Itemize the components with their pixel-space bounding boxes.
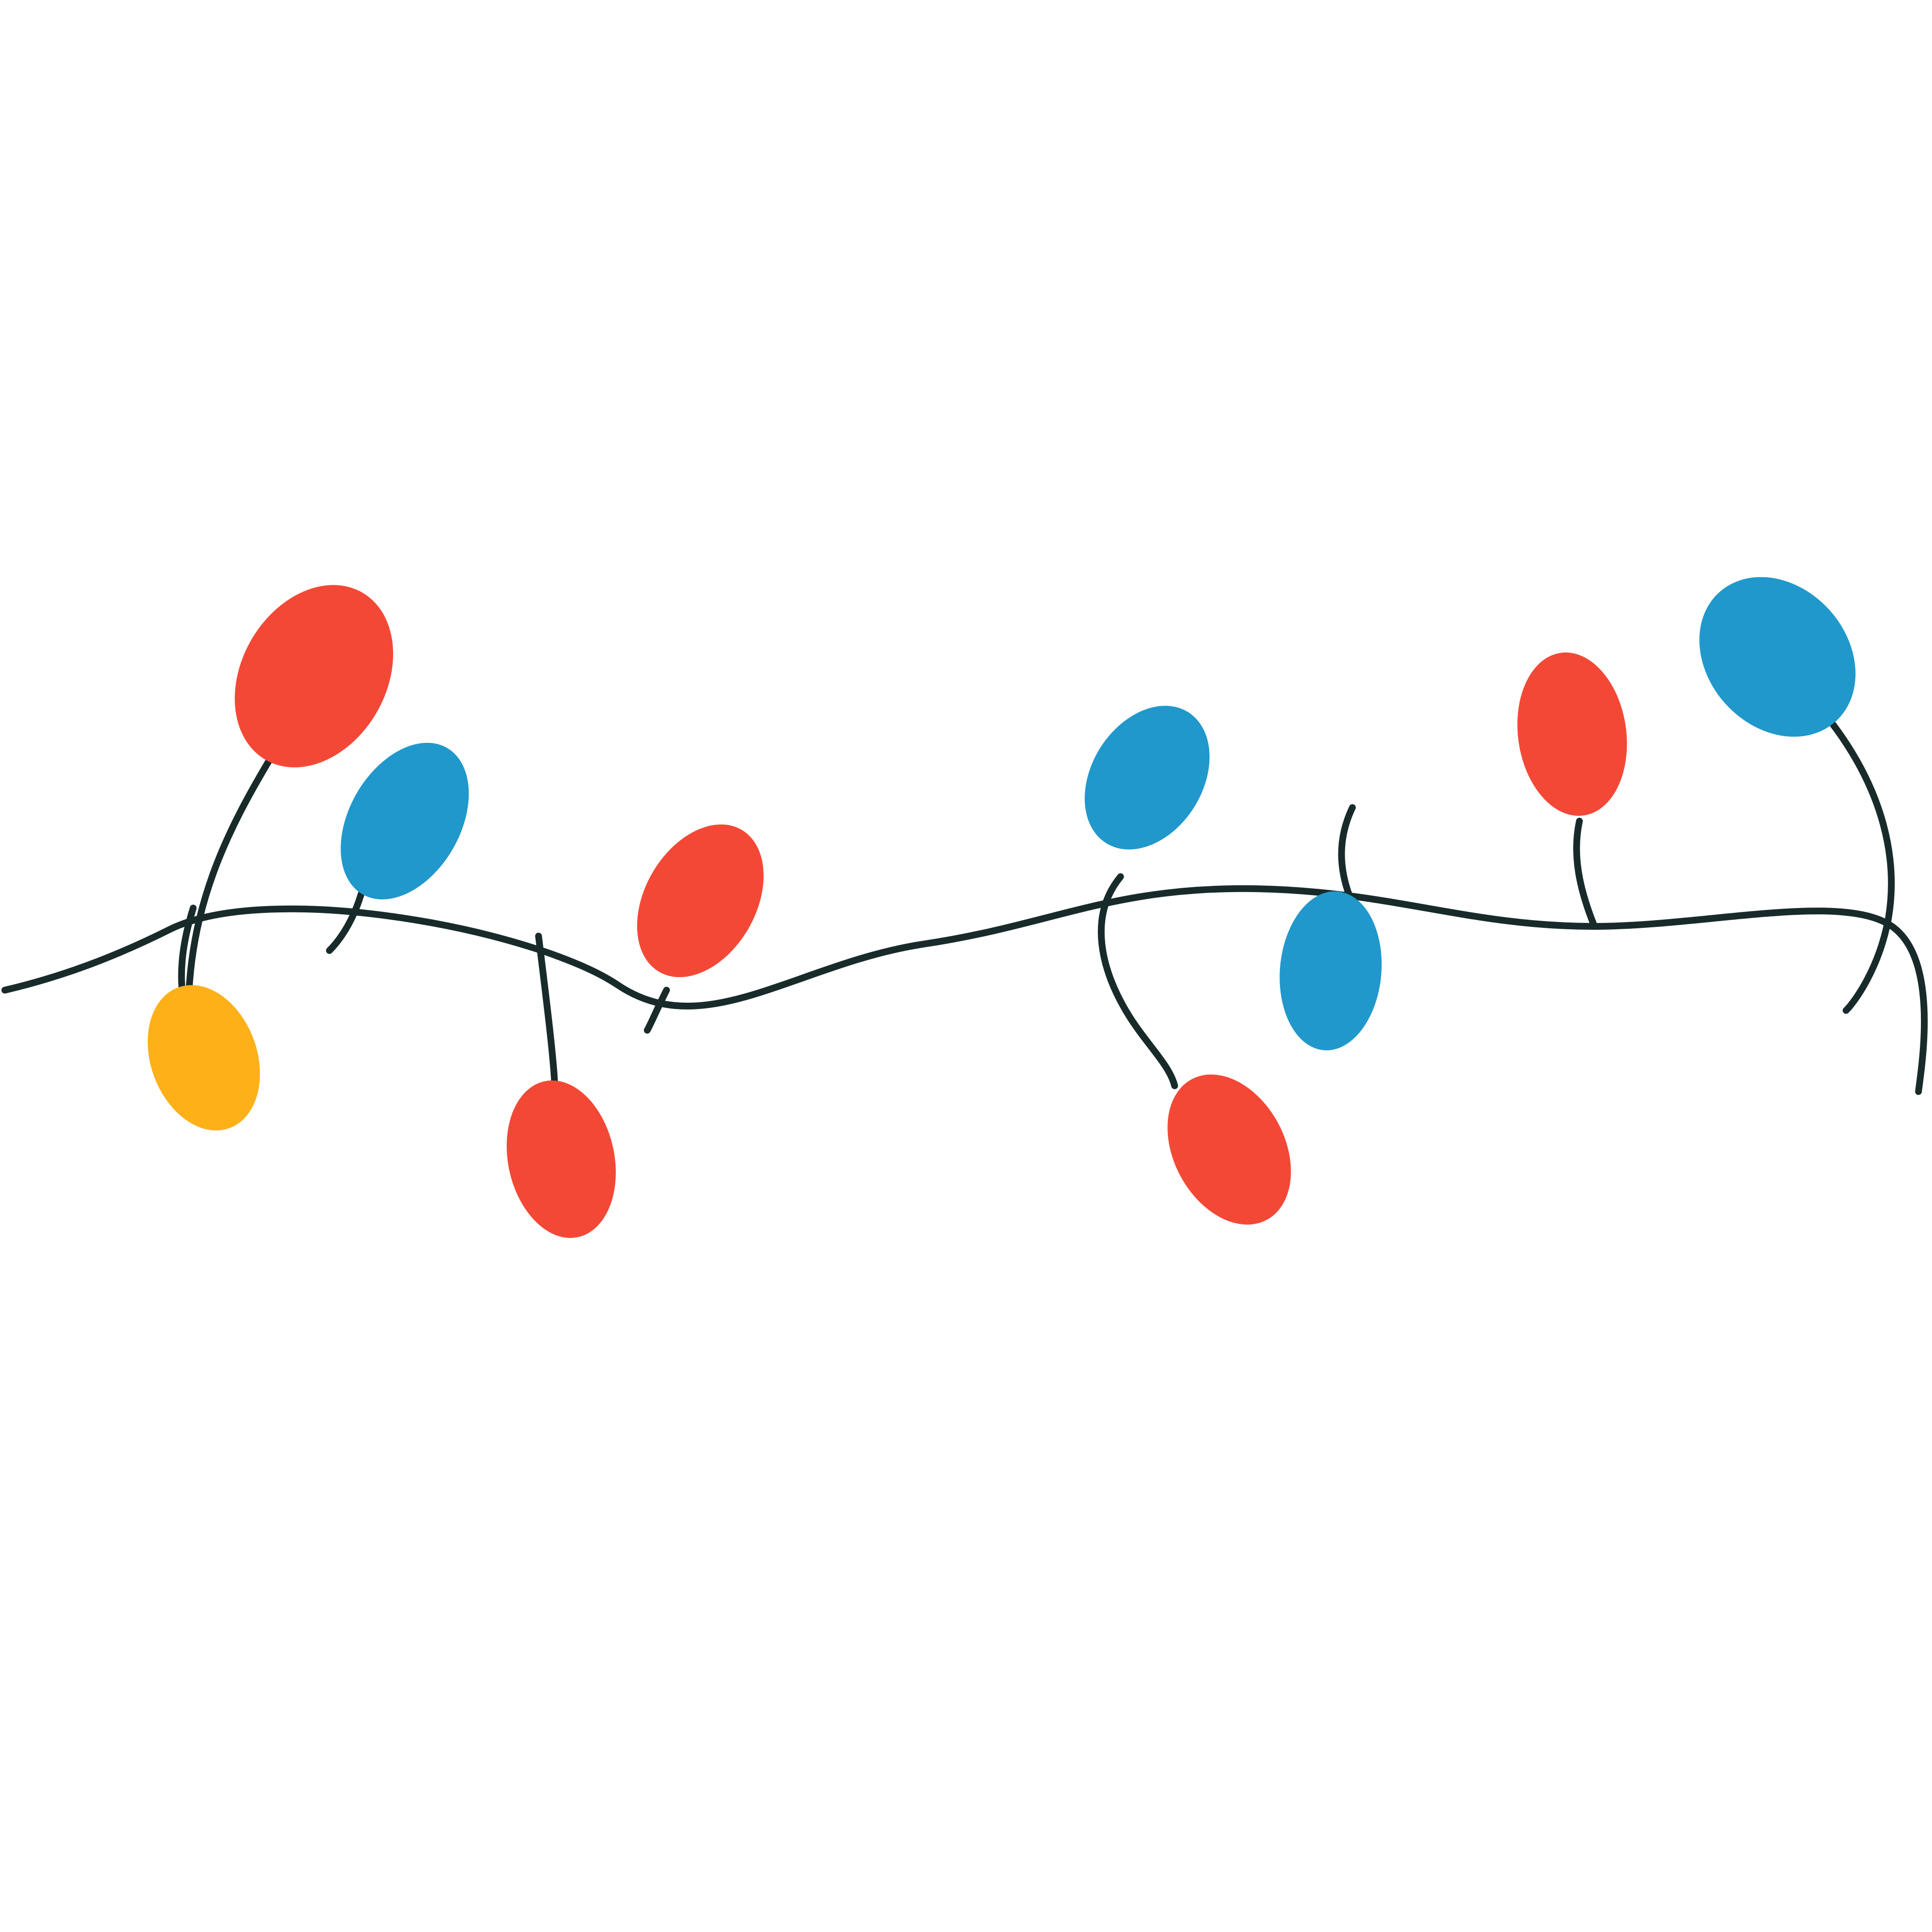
wire-group	[1, 721, 1928, 1095]
stem-bulb-6	[1098, 873, 1178, 1089]
stem-bulb-3	[326, 890, 365, 954]
red-light-bulb	[235, 585, 393, 767]
red-light-bulb	[1517, 652, 1627, 816]
blue-light-bulb	[341, 742, 469, 900]
yellow-light-bulb	[147, 985, 260, 1131]
stem-bulb-1	[185, 755, 274, 1018]
red-light-bulb	[637, 824, 764, 978]
stem-bulb-5	[644, 987, 670, 1034]
stem-bulb-8	[1338, 804, 1356, 907]
stem-bulb-4	[535, 933, 558, 1084]
blue-light-bulb	[1279, 891, 1382, 1051]
bulb-group	[147, 577, 1856, 1238]
stem-bulb-9	[1573, 818, 1597, 928]
red-light-bulb	[507, 1080, 616, 1238]
red-light-bulb	[1167, 1074, 1291, 1225]
stem-bulb-10	[1830, 721, 1895, 1014]
main-wire	[1, 885, 1928, 1095]
blue-light-bulb	[1084, 706, 1210, 850]
blue-light-bulb	[1699, 577, 1856, 737]
